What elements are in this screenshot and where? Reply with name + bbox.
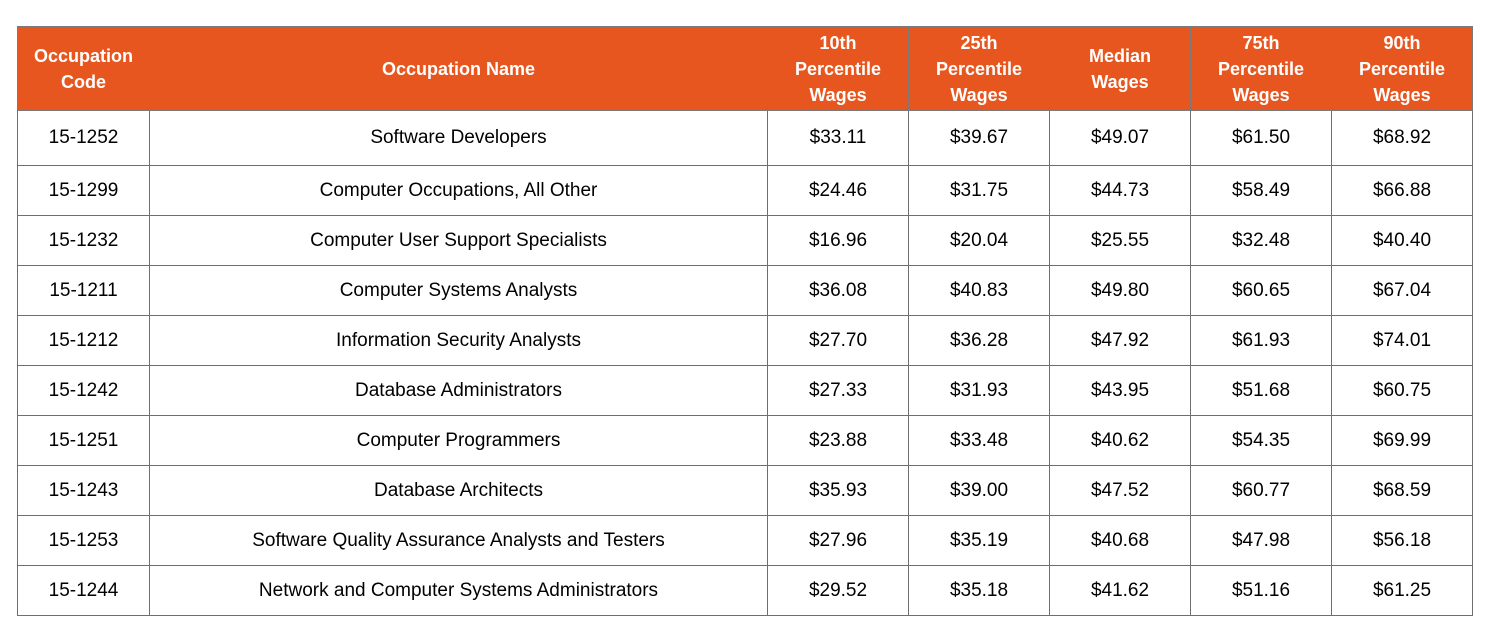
cell-10th-percentile: $27.33 bbox=[767, 365, 909, 416]
cell-median-wages: $41.62 bbox=[1049, 565, 1191, 616]
cell-occupation-name: Software Developers bbox=[149, 110, 768, 166]
cell-occupation-code: 15-1253 bbox=[17, 515, 150, 566]
cell-90th-percentile: $68.59 bbox=[1331, 465, 1473, 516]
table-body: 15-1252 Software Developers $33.11 $39.6… bbox=[17, 110, 1473, 616]
header-row: Occupation Code Occupation Name 10th Per… bbox=[17, 26, 1473, 111]
cell-75th-percentile: $47.98 bbox=[1190, 515, 1332, 566]
cell-25th-percentile: $39.00 bbox=[908, 465, 1050, 516]
cell-90th-percentile: $66.88 bbox=[1331, 165, 1473, 216]
cell-median-wages: $47.52 bbox=[1049, 465, 1191, 516]
table-row: 15-1252 Software Developers $33.11 $39.6… bbox=[17, 110, 1473, 166]
cell-25th-percentile: $20.04 bbox=[908, 215, 1050, 266]
cell-10th-percentile: $29.52 bbox=[767, 565, 909, 616]
cell-median-wages: $47.92 bbox=[1049, 315, 1191, 366]
cell-occupation-code: 15-1299 bbox=[17, 165, 150, 216]
header-occupation-code: Occupation Code bbox=[17, 26, 150, 111]
cell-10th-percentile: $23.88 bbox=[767, 415, 909, 466]
cell-10th-percentile: $27.96 bbox=[767, 515, 909, 566]
cell-90th-percentile: $56.18 bbox=[1331, 515, 1473, 566]
table-row: 15-1212 Information Security Analysts $2… bbox=[17, 315, 1473, 366]
cell-occupation-code: 15-1244 bbox=[17, 565, 150, 616]
cell-75th-percentile: $51.16 bbox=[1190, 565, 1332, 616]
cell-occupation-code: 15-1211 bbox=[17, 265, 150, 316]
wage-table-container: Occupation Code Occupation Name 10th Per… bbox=[17, 26, 1473, 616]
cell-90th-percentile: $60.75 bbox=[1331, 365, 1473, 416]
cell-occupation-name: Database Administrators bbox=[149, 365, 768, 416]
table-row: 15-1232 Computer User Support Specialist… bbox=[17, 215, 1473, 266]
cell-10th-percentile: $27.70 bbox=[767, 315, 909, 366]
cell-75th-percentile: $61.93 bbox=[1190, 315, 1332, 366]
table-row: 15-1211 Computer Systems Analysts $36.08… bbox=[17, 265, 1473, 316]
wage-table: Occupation Code Occupation Name 10th Per… bbox=[17, 26, 1473, 616]
cell-25th-percentile: $40.83 bbox=[908, 265, 1050, 316]
header-label: Occupation Name bbox=[381, 58, 536, 79]
cell-occupation-name: Computer Occupations, All Other bbox=[149, 165, 768, 216]
cell-10th-percentile: $33.11 bbox=[767, 110, 909, 166]
cell-75th-percentile: $60.65 bbox=[1190, 265, 1332, 316]
cell-median-wages: $49.07 bbox=[1049, 110, 1191, 166]
cell-25th-percentile: $31.75 bbox=[908, 165, 1050, 216]
cell-median-wages: $40.68 bbox=[1049, 515, 1191, 566]
cell-75th-percentile: $51.68 bbox=[1190, 365, 1332, 416]
header-label: 90th Percentile Wages bbox=[1358, 32, 1446, 105]
table-row: 15-1251 Computer Programmers $23.88 $33.… bbox=[17, 415, 1473, 466]
cell-75th-percentile: $32.48 bbox=[1190, 215, 1332, 266]
cell-occupation-code: 15-1251 bbox=[17, 415, 150, 466]
cell-occupation-name: Computer Programmers bbox=[149, 415, 768, 466]
cell-25th-percentile: $33.48 bbox=[908, 415, 1050, 466]
header-90th-percentile: 90th Percentile Wages bbox=[1331, 26, 1473, 111]
cell-median-wages: $25.55 bbox=[1049, 215, 1191, 266]
cell-occupation-name: Computer User Support Specialists bbox=[149, 215, 768, 266]
cell-75th-percentile: $58.49 bbox=[1190, 165, 1332, 216]
cell-occupation-code: 15-1242 bbox=[17, 365, 150, 416]
header-label: 25th Percentile Wages bbox=[935, 32, 1023, 105]
cell-occupation-code: 15-1252 bbox=[17, 110, 150, 166]
cell-occupation-name: Software Quality Assurance Analysts and … bbox=[149, 515, 768, 566]
cell-median-wages: $44.73 bbox=[1049, 165, 1191, 216]
cell-25th-percentile: $35.18 bbox=[908, 565, 1050, 616]
table-row: 15-1244 Network and Computer Systems Adm… bbox=[17, 565, 1473, 616]
header-label: Occupation Code bbox=[33, 45, 133, 92]
cell-occupation-code: 15-1232 bbox=[17, 215, 150, 266]
cell-occupation-name: Information Security Analysts bbox=[149, 315, 768, 366]
cell-10th-percentile: $16.96 bbox=[767, 215, 909, 266]
header-label: 10th Percentile Wages bbox=[794, 32, 882, 105]
cell-90th-percentile: $74.01 bbox=[1331, 315, 1473, 366]
cell-90th-percentile: $69.99 bbox=[1331, 415, 1473, 466]
cell-median-wages: $40.62 bbox=[1049, 415, 1191, 466]
cell-90th-percentile: $67.04 bbox=[1331, 265, 1473, 316]
cell-90th-percentile: $68.92 bbox=[1331, 110, 1473, 166]
header-75th-percentile: 75th Percentile Wages bbox=[1190, 26, 1332, 111]
cell-occupation-code: 15-1243 bbox=[17, 465, 150, 516]
table-header: Occupation Code Occupation Name 10th Per… bbox=[17, 26, 1473, 111]
cell-90th-percentile: $61.25 bbox=[1331, 565, 1473, 616]
table-row: 15-1243 Database Architects $35.93 $39.0… bbox=[17, 465, 1473, 516]
cell-occupation-code: 15-1212 bbox=[17, 315, 150, 366]
cell-75th-percentile: $60.77 bbox=[1190, 465, 1332, 516]
header-median-wages: Median Wages bbox=[1049, 26, 1191, 111]
header-label: Median Wages bbox=[1088, 45, 1151, 92]
cell-10th-percentile: $35.93 bbox=[767, 465, 909, 516]
cell-median-wages: $43.95 bbox=[1049, 365, 1191, 416]
cell-25th-percentile: $35.19 bbox=[908, 515, 1050, 566]
cell-25th-percentile: $31.93 bbox=[908, 365, 1050, 416]
header-25th-percentile: 25th Percentile Wages bbox=[908, 26, 1050, 111]
table-row: 15-1253 Software Quality Assurance Analy… bbox=[17, 515, 1473, 566]
table-row: 15-1299 Computer Occupations, All Other … bbox=[17, 165, 1473, 216]
cell-25th-percentile: $36.28 bbox=[908, 315, 1050, 366]
header-label: 75th Percentile Wages bbox=[1217, 32, 1305, 105]
cell-10th-percentile: $24.46 bbox=[767, 165, 909, 216]
header-10th-percentile: 10th Percentile Wages bbox=[767, 26, 909, 111]
cell-occupation-name: Computer Systems Analysts bbox=[149, 265, 768, 316]
cell-10th-percentile: $36.08 bbox=[767, 265, 909, 316]
cell-median-wages: $49.80 bbox=[1049, 265, 1191, 316]
cell-90th-percentile: $40.40 bbox=[1331, 215, 1473, 266]
header-occupation-name: Occupation Name bbox=[149, 26, 768, 111]
cell-75th-percentile: $54.35 bbox=[1190, 415, 1332, 466]
cell-75th-percentile: $61.50 bbox=[1190, 110, 1332, 166]
cell-25th-percentile: $39.67 bbox=[908, 110, 1050, 166]
cell-occupation-name: Database Architects bbox=[149, 465, 768, 516]
table-row: 15-1242 Database Administrators $27.33 $… bbox=[17, 365, 1473, 416]
cell-occupation-name: Network and Computer Systems Administrat… bbox=[149, 565, 768, 616]
